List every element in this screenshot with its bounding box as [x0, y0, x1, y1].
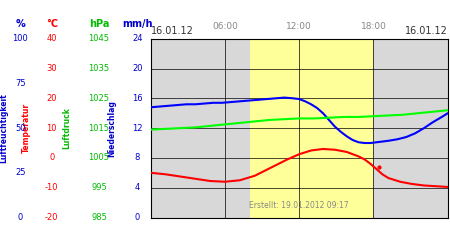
Text: 1045: 1045	[89, 34, 109, 43]
Text: 0: 0	[135, 213, 140, 222]
Text: Erstellt: 19.01.2012 09:17: Erstellt: 19.01.2012 09:17	[249, 201, 349, 210]
Text: 1025: 1025	[89, 94, 109, 103]
Text: °C: °C	[46, 19, 58, 29]
Bar	[250, 39, 374, 218]
Text: 985: 985	[91, 213, 107, 222]
Text: 24: 24	[132, 34, 143, 43]
Text: 30: 30	[46, 64, 57, 73]
Text: 12:00: 12:00	[286, 22, 312, 31]
Text: 25: 25	[15, 168, 26, 177]
Text: -20: -20	[45, 213, 58, 222]
Text: 50: 50	[15, 124, 26, 132]
Text: Temperatur: Temperatur	[22, 103, 31, 153]
Text: 40: 40	[46, 34, 57, 43]
Text: 4: 4	[135, 183, 140, 192]
Text: Luftdruck: Luftdruck	[62, 107, 71, 149]
Text: 0: 0	[18, 213, 23, 222]
Text: 100: 100	[13, 34, 28, 43]
Text: 20: 20	[46, 94, 57, 103]
Text: 16.01.12: 16.01.12	[405, 26, 448, 36]
Text: Niederschlag: Niederschlag	[107, 100, 116, 156]
Text: 1015: 1015	[89, 124, 109, 132]
Text: 1035: 1035	[89, 64, 109, 73]
Text: 75: 75	[15, 79, 26, 88]
Text: hPa: hPa	[89, 19, 109, 29]
Text: Luftfeuchtigkeit: Luftfeuchtigkeit	[0, 93, 8, 163]
Text: 20: 20	[132, 64, 143, 73]
Text: 16: 16	[132, 94, 143, 103]
Text: 0: 0	[49, 154, 54, 162]
Text: 12: 12	[132, 124, 143, 132]
Text: 8: 8	[135, 154, 140, 162]
Text: 10: 10	[46, 124, 57, 132]
Text: -10: -10	[45, 183, 58, 192]
Text: 995: 995	[91, 183, 107, 192]
Text: 16.01.12: 16.01.12	[151, 26, 194, 36]
Text: mm/h: mm/h	[122, 19, 153, 29]
Text: 18:00: 18:00	[360, 22, 387, 31]
Text: %: %	[15, 19, 25, 29]
Text: 1005: 1005	[89, 154, 109, 162]
Text: 06:00: 06:00	[212, 22, 238, 31]
